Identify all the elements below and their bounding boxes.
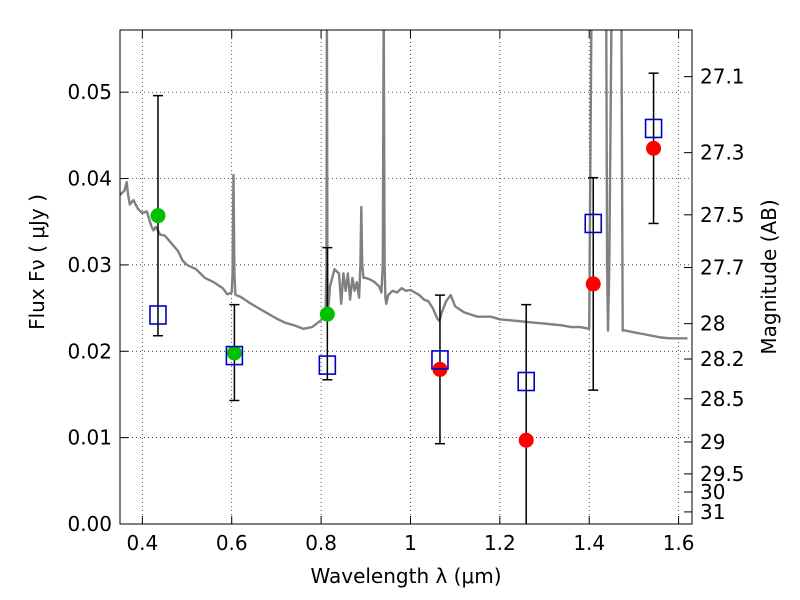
mag-tick-label: 29.5	[700, 462, 745, 486]
x-tick-label: 1.6	[663, 531, 695, 555]
x-tick-label: 0.6	[216, 531, 248, 555]
observed-point	[585, 276, 601, 292]
model-photometry-square	[225, 345, 244, 366]
mag-tick-label: 27.3	[700, 141, 745, 165]
plot-frame	[119, 29, 693, 525]
y-tick-label: 0.02	[67, 339, 112, 363]
observed-point	[319, 306, 335, 322]
mag-tick-label: 31	[700, 500, 725, 524]
mag-tick-label: 27.1	[700, 65, 745, 89]
y-tick-label: 0.00	[67, 512, 112, 536]
y-tick-label: 0.01	[67, 426, 112, 450]
observed-point	[518, 432, 534, 448]
mag-tick-label: 28	[700, 312, 725, 336]
model-photometry-square	[584, 213, 603, 234]
model-photometry-square	[318, 355, 337, 375]
model-photometry-square	[431, 350, 449, 370]
mag-tick-label: 30	[700, 480, 725, 504]
x-axis-label: Wavelength λ (μm)	[310, 564, 501, 588]
x-tick-label: 1.4	[573, 531, 605, 555]
mag-tick-label: 27.7	[700, 256, 745, 280]
x-tick-label: 1.2	[484, 531, 516, 555]
mag-tick-label: 29	[700, 430, 725, 454]
mag-tick-label: 28.2	[700, 347, 745, 371]
y-axis-label: Flux Fν ( μJy )	[25, 194, 49, 330]
axes: 0.4 0.6 0.8 1 1.2 1.4 1.6 0.00 0.01 0.02 0.03 0.04 0…	[67, 30, 745, 555]
y-tick-label: 0.04	[67, 167, 112, 191]
y-tick-label: 0.03	[67, 253, 112, 277]
x-tick-label: 1	[404, 531, 417, 555]
mag-tick-label: 28.5	[700, 387, 745, 411]
model-photometry-layer	[149, 118, 663, 392]
x-tick-label: 0.4	[126, 531, 158, 555]
y2-axis-label: Magnitude (AB)	[757, 199, 781, 354]
model-photometry-square	[517, 371, 536, 392]
observed-point	[150, 208, 166, 224]
x-tick-label: 0.8	[305, 531, 337, 555]
observed-point	[646, 140, 662, 156]
model-spectrum-layer	[120, 30, 688, 340]
plot-background	[120, 30, 692, 524]
mag-tick-label: 27.5	[700, 203, 745, 227]
model-spectrum-line	[120, 30, 688, 340]
y-tick-label: 0.05	[67, 80, 112, 104]
model-photometry-square	[149, 305, 167, 325]
model-photometry-square	[644, 118, 663, 139]
observed-point	[226, 345, 242, 361]
